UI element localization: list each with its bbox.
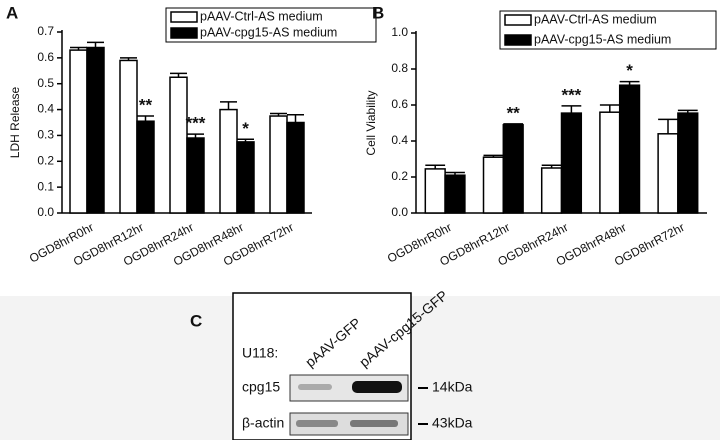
significance: ** <box>507 103 521 122</box>
y-tick-label: 0.4 <box>37 102 54 116</box>
bar <box>269 115 288 214</box>
error-bar <box>137 115 154 122</box>
bar <box>657 133 679 214</box>
error-bar <box>677 109 698 114</box>
band <box>350 420 398 427</box>
cell-line: U118: <box>242 345 278 361</box>
significance: *** <box>186 114 206 133</box>
y-tick-label: 0.2 <box>391 169 408 183</box>
legend-frame <box>499 10 717 50</box>
y-axis-label: Cell Viability <box>364 90 378 155</box>
y-tick-label: 0.1 <box>37 179 54 193</box>
y-tick-label: 0.4 <box>391 133 408 147</box>
y-axis-label: LDH Release <box>8 86 22 158</box>
legend-frame <box>165 7 377 43</box>
significance: * <box>626 61 633 80</box>
bar <box>219 108 238 214</box>
legend-swatch <box>170 27 198 39</box>
y-tick-label: 0.0 <box>37 205 54 219</box>
error-bar <box>658 118 678 134</box>
legend-label: pAAV-Ctrl-AS medium <box>200 9 323 23</box>
y-tick-label: 0.5 <box>37 76 54 90</box>
error-bar <box>483 154 504 158</box>
bar <box>677 112 699 214</box>
error-bar <box>70 46 87 51</box>
error-bar <box>541 164 562 168</box>
bar <box>540 167 563 214</box>
error-bar <box>287 113 304 123</box>
y-tick-label: 0.0 <box>391 205 408 219</box>
bar <box>286 121 305 214</box>
bar <box>482 156 505 214</box>
panel-letter: B <box>372 3 384 22</box>
bar <box>502 124 524 214</box>
legend-swatch <box>504 14 532 26</box>
bar <box>444 174 466 214</box>
panel-letter: A <box>6 3 18 22</box>
legend-label: pAAV-Ctrl-AS medium <box>534 12 657 26</box>
legend-label: pAAV-cpg15-AS medium <box>200 25 337 39</box>
error-bar <box>87 41 104 48</box>
error-bar <box>170 72 187 78</box>
legend-label: pAAV-cpg15-AS medium <box>534 32 671 46</box>
band <box>296 420 338 427</box>
error-bar <box>503 123 524 125</box>
y-tick-label: 0.6 <box>391 97 408 111</box>
error-bar <box>187 133 204 139</box>
bar <box>236 141 255 214</box>
bar <box>119 59 138 214</box>
panel-letter: C <box>190 311 202 330</box>
bar <box>136 120 155 214</box>
error-bar <box>561 105 582 114</box>
significance: * <box>242 119 249 138</box>
y-tick-label: 0.3 <box>37 128 54 142</box>
bar <box>424 168 446 214</box>
error-bar <box>270 112 287 117</box>
y-tick-label: 0.8 <box>391 61 408 75</box>
size-label: 14kDa <box>432 379 473 395</box>
bar <box>560 112 583 214</box>
row-label: cpg15 <box>242 379 280 395</box>
significance: ** <box>139 96 153 115</box>
error-bar <box>425 164 446 169</box>
error-bar <box>619 80 640 86</box>
y-tick-label: 0.7 <box>37 24 54 38</box>
error-bar <box>599 104 620 113</box>
bar <box>618 84 641 214</box>
bar <box>86 46 105 214</box>
significance: *** <box>561 85 581 104</box>
blot-panel: C U118: pAAV-GFP pAAV-cpg15-GFP cpg15 β-… <box>190 287 473 440</box>
bar <box>186 137 205 214</box>
bar <box>169 76 188 214</box>
band <box>352 381 402 393</box>
bar <box>599 111 621 214</box>
size-label: 43kDa <box>432 415 473 431</box>
legend-swatch <box>170 11 198 23</box>
bar <box>69 49 88 214</box>
y-tick-label: 0.6 <box>37 50 54 64</box>
row-label: β-actin <box>242 415 284 431</box>
blot-strip <box>289 412 409 436</box>
band <box>298 384 332 390</box>
error-bar <box>220 101 237 110</box>
error-bar <box>445 171 465 176</box>
legend-swatch <box>504 34 532 46</box>
error-bar <box>120 57 137 61</box>
error-bar <box>237 138 254 142</box>
y-tick-label: 1.0 <box>391 25 408 39</box>
y-tick-label: 0.2 <box>37 153 54 167</box>
